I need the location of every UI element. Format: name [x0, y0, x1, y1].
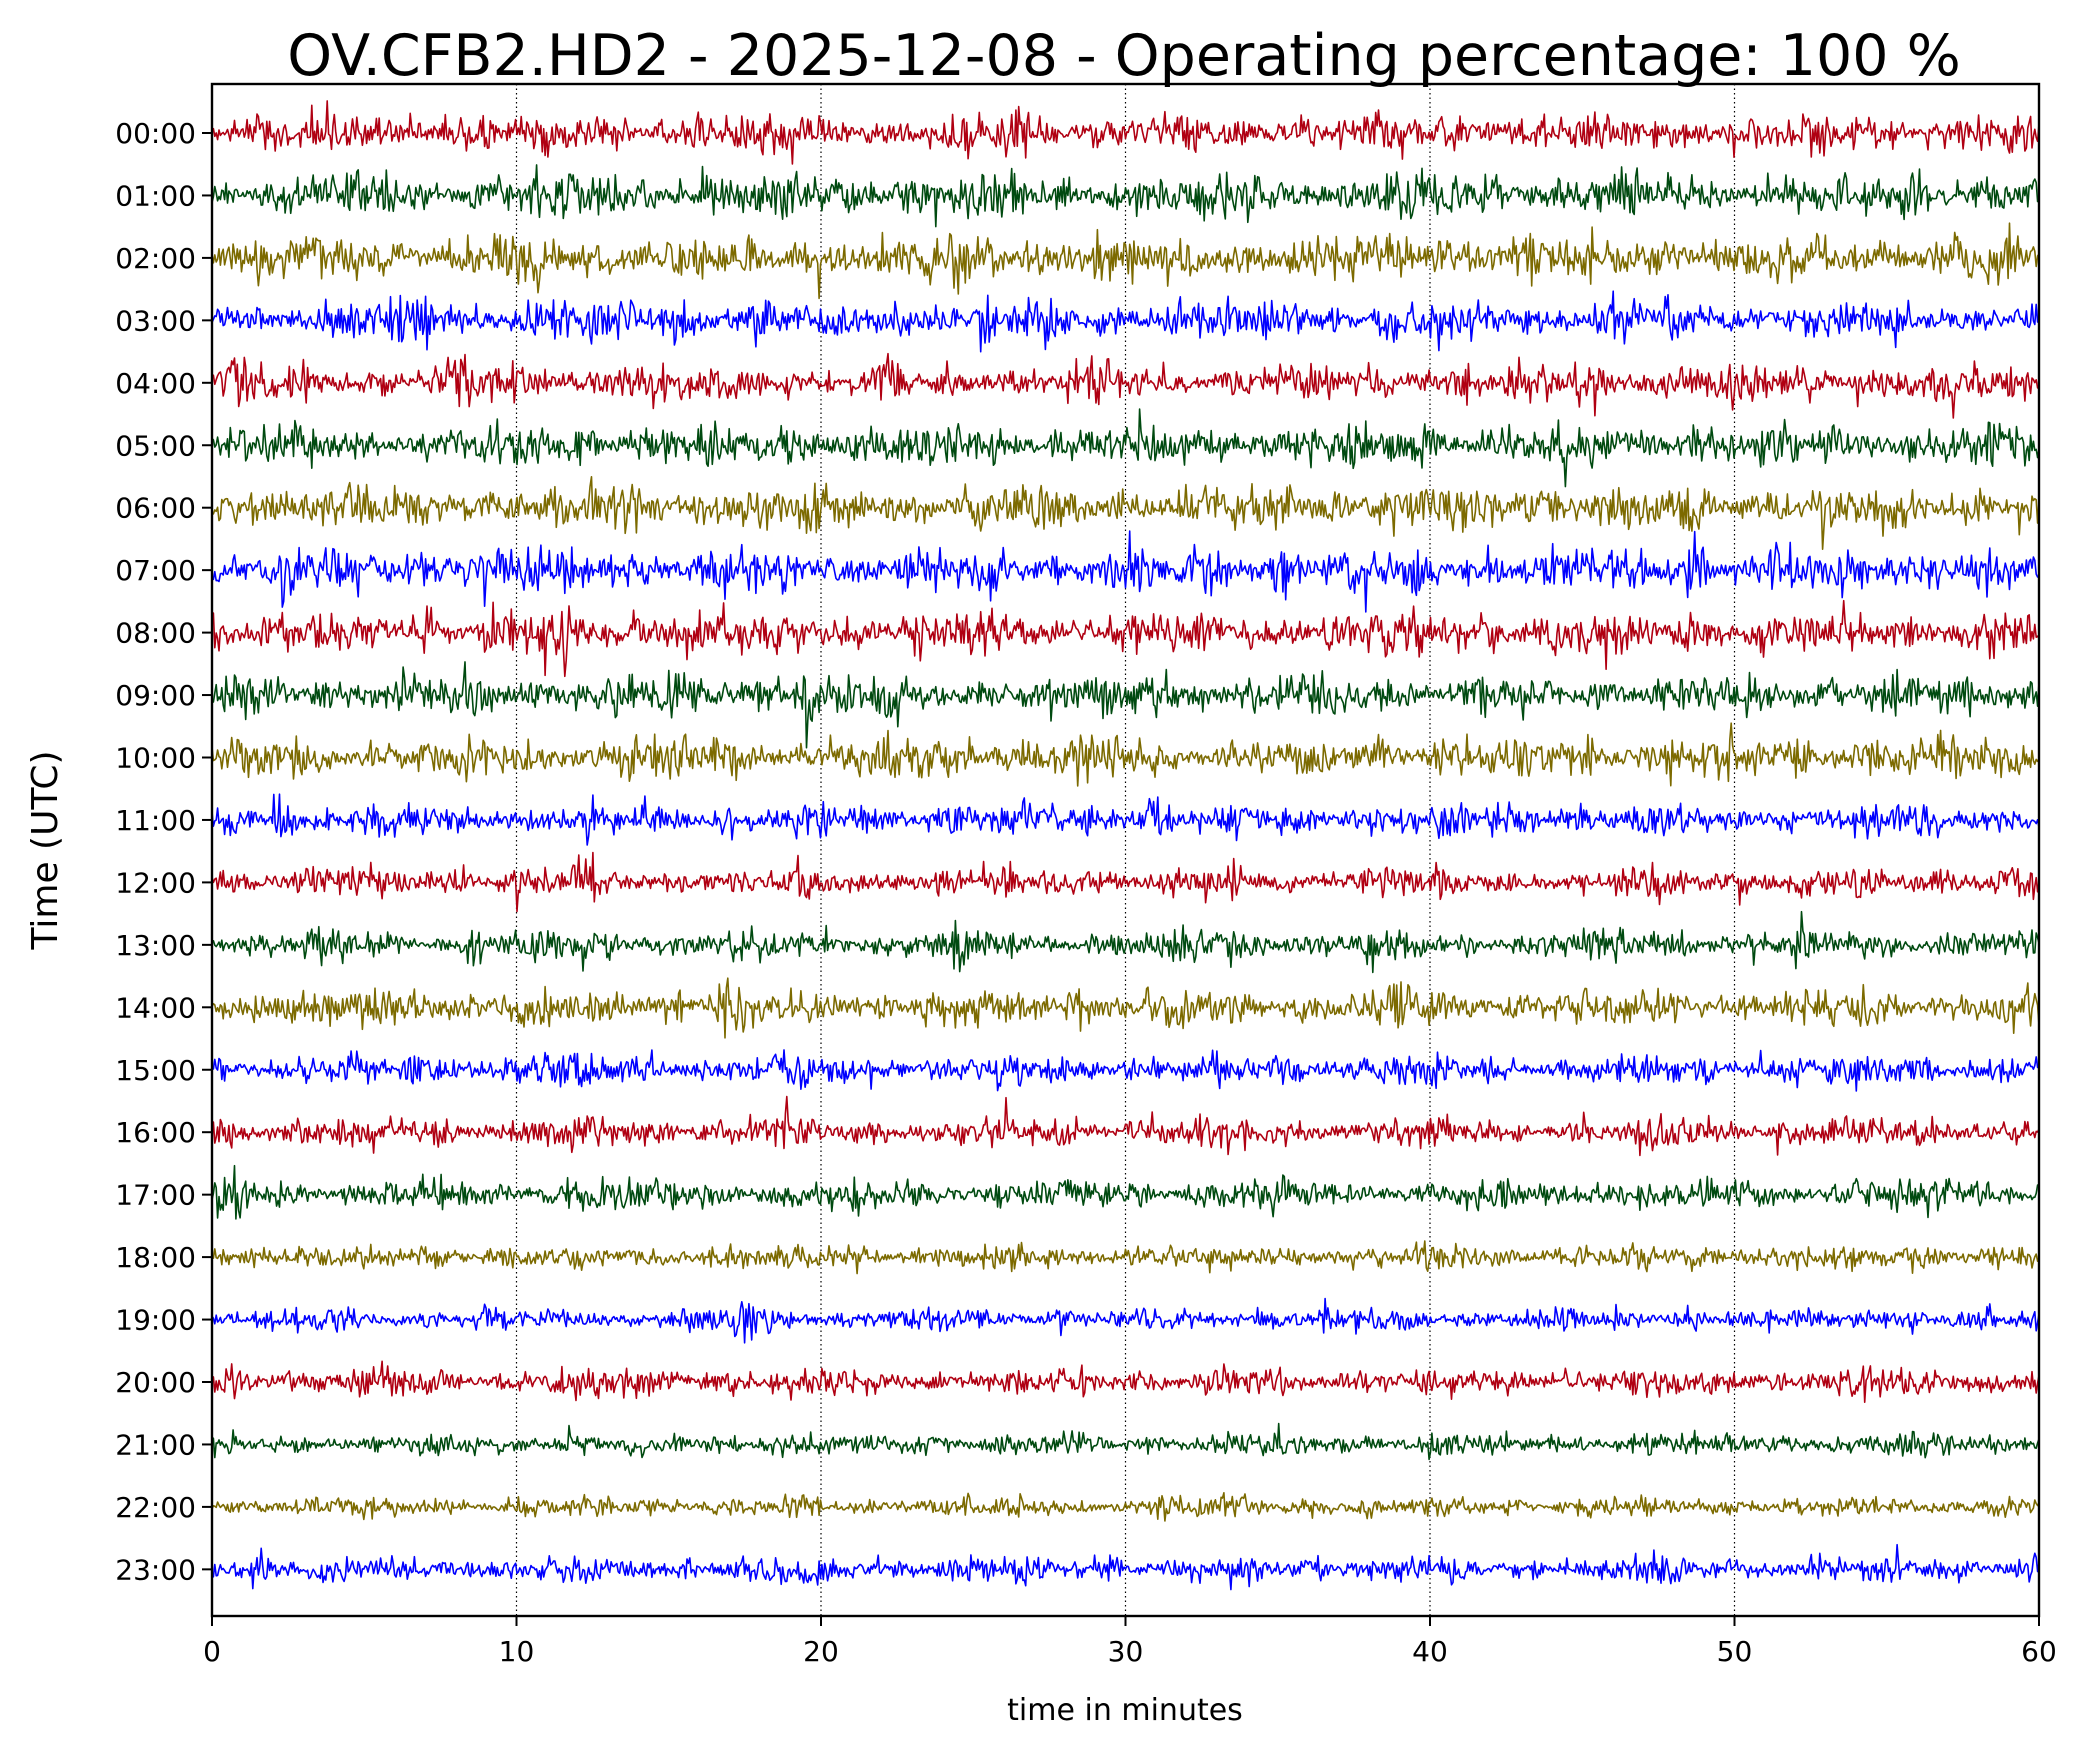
y-tick-label-0700: 07:00: [115, 554, 196, 587]
y-axis-ticks: 00:00 01:00 02:00 03:00 04:00 05:00 06:00 07:00…: [115, 117, 212, 1586]
y-tick-label-1200: 12:00: [115, 866, 196, 899]
trace-0300: [211, 290, 2040, 353]
trace-1000: [211, 722, 2040, 787]
x-axis-label: time in minutes: [1007, 1693, 1243, 1728]
y-tick-label-2300: 23:00: [115, 1553, 196, 1586]
trace-1600: [211, 1095, 2040, 1157]
trace-0700: [211, 530, 2040, 613]
y-axis-label: Time (UTC): [25, 750, 66, 950]
trace-2300: [211, 1543, 2040, 1591]
y-tick-label-0500: 05:00: [115, 429, 196, 462]
y-tick-label-2100: 21:00: [115, 1428, 196, 1461]
trace-1900: [211, 1297, 2040, 1344]
y-tick-label-0300: 03:00: [115, 304, 196, 337]
trace-0800: [211, 599, 2040, 678]
y-tick-label-2200: 22:00: [115, 1491, 196, 1524]
x-tick-label-50: 50: [1717, 1635, 1753, 1668]
chart-title: OV.CFB2.HD2 - 2025-12-08 - Operating per…: [287, 23, 1961, 89]
y-tick-label-1100: 11:00: [115, 804, 196, 837]
trace-0000: [211, 100, 2040, 165]
y-tick-label-1800: 18:00: [115, 1241, 196, 1274]
trace-0200: [211, 222, 2040, 300]
x-tick-label-40: 40: [1412, 1635, 1448, 1668]
trace-1800: [211, 1240, 2040, 1275]
y-tick-label-2000: 20:00: [115, 1366, 196, 1399]
y-tick-label-0600: 06:00: [115, 492, 196, 525]
trace-0400: [211, 352, 2040, 419]
y-tick-label-1500: 15:00: [115, 1054, 196, 1087]
trace-0100: [211, 164, 2040, 228]
trace-1500: [211, 1049, 2040, 1092]
x-tick-label-30: 30: [1108, 1635, 1144, 1668]
trace-1200: [211, 851, 2040, 913]
trace-0900: [211, 661, 2040, 749]
trace-2100: [211, 1422, 2040, 1461]
trace-1700: [211, 1164, 2040, 1220]
x-tick-label-20: 20: [803, 1635, 839, 1668]
trace-2000: [211, 1360, 2040, 1403]
trace-1300: [211, 910, 2040, 974]
y-tick-label-1400: 14:00: [115, 991, 196, 1024]
trace-1100: [211, 793, 2040, 846]
y-tick-label-0100: 01:00: [115, 179, 196, 212]
trace-0600: [211, 475, 2040, 551]
x-axis-ticks: 0 10 20 30 40 50 60: [203, 1616, 2057, 1668]
y-tick-label-0200: 02:00: [115, 242, 196, 275]
y-tick-label-1900: 19:00: [115, 1304, 196, 1337]
y-tick-label-0400: 04:00: [115, 367, 196, 400]
x-tick-label-10: 10: [499, 1635, 535, 1668]
y-tick-label-1600: 16:00: [115, 1116, 196, 1149]
x-tick-label-0: 0: [203, 1635, 221, 1668]
x-tick-label-60: 60: [2021, 1635, 2057, 1668]
y-tick-label-0800: 08:00: [115, 617, 196, 650]
y-tick-label-1000: 10:00: [115, 742, 196, 775]
trace-1400: [211, 977, 2040, 1039]
trace-0500: [211, 408, 2040, 488]
y-tick-label-1700: 17:00: [115, 1179, 196, 1212]
y-tick-label-0000: 00:00: [115, 117, 196, 150]
seismogram-traces: [211, 100, 2040, 1591]
y-tick-label-0900: 09:00: [115, 679, 196, 712]
vertical-grid: [515, 84, 1736, 1616]
trace-2200: [211, 1492, 2040, 1522]
y-tick-label-1300: 13:00: [115, 929, 196, 962]
